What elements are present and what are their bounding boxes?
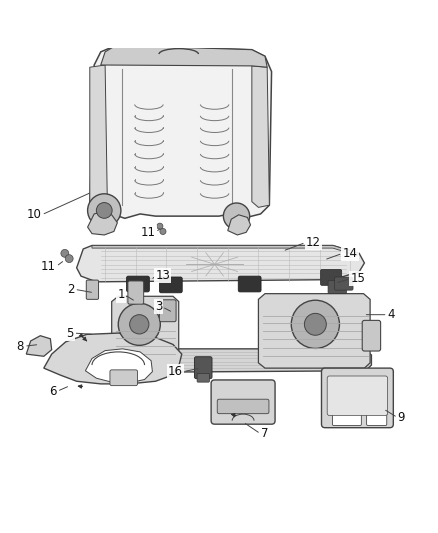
Polygon shape [90,65,107,207]
FancyBboxPatch shape [332,410,361,425]
Text: 8: 8 [17,340,24,353]
Text: 7: 7 [261,427,268,440]
Circle shape [88,194,121,227]
Text: 11: 11 [141,226,155,239]
FancyBboxPatch shape [217,399,269,414]
FancyBboxPatch shape [194,357,212,378]
Text: 10: 10 [27,208,42,221]
FancyBboxPatch shape [127,276,149,292]
Circle shape [223,203,250,229]
FancyBboxPatch shape [321,368,393,427]
FancyBboxPatch shape [335,277,353,290]
Text: 9: 9 [398,411,405,424]
Polygon shape [101,349,371,373]
Text: 13: 13 [155,269,170,282]
Polygon shape [85,349,152,383]
Circle shape [304,313,326,335]
Polygon shape [252,66,269,207]
FancyBboxPatch shape [362,320,381,351]
Circle shape [96,203,112,219]
Circle shape [160,229,166,235]
Polygon shape [258,294,370,368]
Text: 1: 1 [117,288,125,302]
FancyBboxPatch shape [328,280,346,294]
Polygon shape [44,333,182,384]
FancyBboxPatch shape [197,374,209,382]
FancyBboxPatch shape [159,300,176,322]
Polygon shape [92,246,359,255]
Text: 6: 6 [49,385,57,398]
Circle shape [61,249,69,257]
FancyBboxPatch shape [159,277,182,293]
Text: 14: 14 [343,247,357,260]
Polygon shape [101,45,267,67]
Polygon shape [90,45,272,219]
Text: 5: 5 [66,327,74,340]
Text: 16: 16 [168,365,183,378]
Circle shape [118,303,160,345]
Polygon shape [228,215,251,235]
FancyBboxPatch shape [238,276,261,292]
Text: 4: 4 [388,308,395,321]
FancyBboxPatch shape [86,280,99,300]
FancyBboxPatch shape [110,370,138,386]
Text: 12: 12 [306,236,321,249]
Text: 11: 11 [41,260,56,273]
FancyBboxPatch shape [128,281,144,304]
Circle shape [65,255,73,263]
FancyBboxPatch shape [367,410,387,425]
FancyBboxPatch shape [321,270,342,285]
FancyBboxPatch shape [211,380,275,424]
Circle shape [291,300,339,349]
Text: 2: 2 [67,283,74,296]
Polygon shape [88,212,117,235]
Polygon shape [77,246,364,282]
Polygon shape [112,296,179,366]
Circle shape [157,223,163,229]
Text: 15: 15 [350,272,365,285]
Text: 3: 3 [155,300,162,313]
Circle shape [130,314,149,334]
FancyBboxPatch shape [327,376,388,415]
Polygon shape [26,336,52,356]
